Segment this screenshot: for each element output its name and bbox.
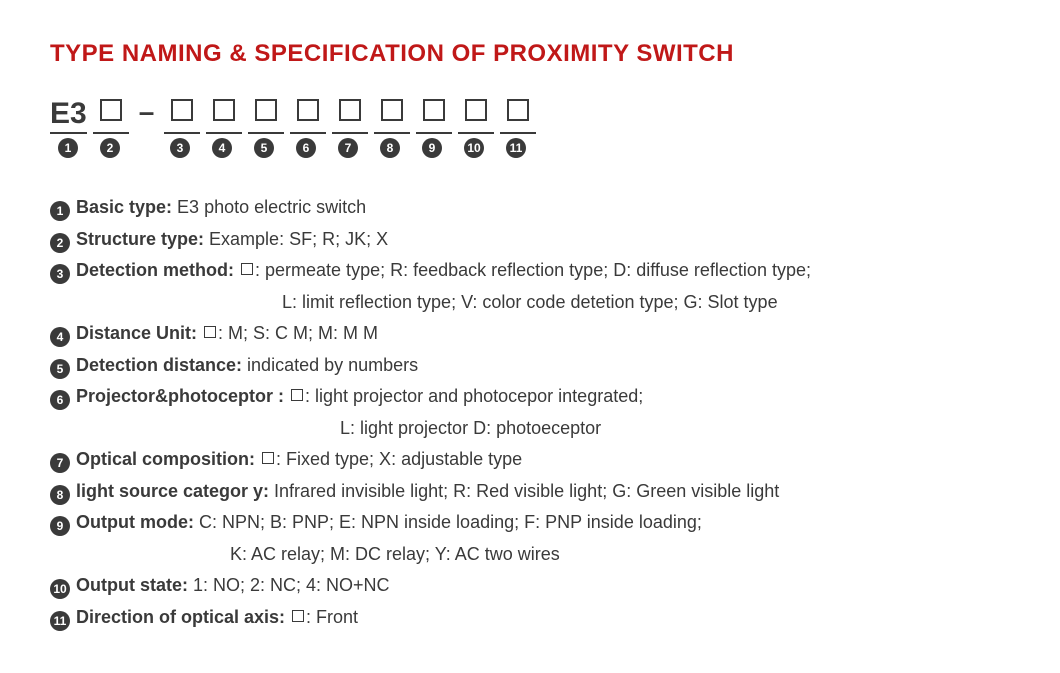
- spec-line: 1 Basic type: E3 photo electric switch: [50, 192, 1010, 224]
- code-box-6: [290, 97, 326, 134]
- square-icon: [241, 263, 253, 275]
- square-icon: [262, 452, 274, 464]
- spec-list: 1 Basic type: E3 photo electric switch 2 St…: [50, 192, 1010, 633]
- spec-badge: 10: [50, 579, 70, 599]
- num-badge: 5: [254, 138, 274, 158]
- spec-line: 5 Detection distance: indicated by number…: [50, 350, 1010, 382]
- spec-line: 7 Optical composition: : Fixed type; X: a…: [50, 444, 1010, 476]
- square-icon: [291, 389, 303, 401]
- num-cell-1: 1: [50, 138, 86, 158]
- spec-line: 4 Distance Unit: : M; S: C M; M: M M: [50, 318, 1010, 350]
- spec-badge: 11: [50, 611, 70, 631]
- square-icon: [204, 326, 216, 338]
- spec-text: : M; S: C M; M: M M: [218, 323, 378, 343]
- spec-badge: 9: [50, 516, 70, 536]
- code-box-3: [164, 97, 200, 134]
- spec-label: Output state:: [76, 575, 193, 595]
- code-box-11: [500, 97, 536, 134]
- num-cell-3: 3: [162, 138, 198, 158]
- spec-label: Output mode:: [76, 512, 199, 532]
- square-icon: [292, 610, 304, 622]
- spec-badge: 6: [50, 390, 70, 410]
- code-box-9: [416, 97, 452, 134]
- num-badge: 3: [170, 138, 190, 158]
- code-dash: –: [135, 96, 159, 134]
- spec-line: 2 Structure type: Example: SF; R; JK; X: [50, 224, 1010, 256]
- code-box-2: [93, 97, 129, 134]
- spec-line: 10 Output state: 1: NO; 2: NC; 4: NO+NC: [50, 570, 1010, 602]
- num-cell-5: 5: [246, 138, 282, 158]
- num-cell-7: 7: [330, 138, 366, 158]
- code-box-5: [248, 97, 284, 134]
- spec-text: : Fixed type; X: adjustable type: [276, 449, 522, 469]
- code-prefix: E3: [50, 97, 87, 134]
- spec-text: 1: NO; 2: NC; 4: NO+NC: [193, 575, 390, 595]
- num-badge: 9: [422, 138, 442, 158]
- num-badge: 11: [506, 138, 526, 158]
- code-row: E3 –: [50, 96, 1010, 134]
- spec-text: : permeate type; R: feedback reflection …: [255, 260, 811, 280]
- num-cell-10: 10: [456, 138, 492, 158]
- spec-line: 6 Projector&photoceptor : : light project…: [50, 381, 1010, 413]
- spec-label: Basic type:: [76, 197, 177, 217]
- num-cell-4: 4: [204, 138, 240, 158]
- spec-text: indicated by numbers: [247, 355, 418, 375]
- num-badge: 2: [100, 138, 120, 158]
- spec-label: Structure type:: [76, 229, 209, 249]
- spec-badge: 8: [50, 485, 70, 505]
- code-box-4: [206, 97, 242, 134]
- spec-text: E3 photo electric switch: [177, 197, 366, 217]
- spec-text: C: NPN; B: PNP; E: NPN inside loading; F…: [199, 512, 702, 532]
- number-row: 1 2 3 4 5 6 7 8 9 10 11: [50, 138, 1010, 158]
- num-cell-9: 9: [414, 138, 450, 158]
- spec-badge: 3: [50, 264, 70, 284]
- code-box-10: [458, 97, 494, 134]
- spec-badge: 7: [50, 453, 70, 473]
- spec-text: : light projector and photocepor integra…: [305, 386, 643, 406]
- spec-continuation: L: limit reflection type; V: color code …: [50, 287, 1010, 319]
- num-cell-11: 11: [498, 138, 534, 158]
- page-title: TYPE NAMING & SPECIFICATION OF PROXIMITY…: [50, 40, 1010, 68]
- num-cell-6: 6: [288, 138, 324, 158]
- spec-label: Detection distance:: [76, 355, 247, 375]
- code-box-7: [332, 97, 368, 134]
- spec-badge: 5: [50, 359, 70, 379]
- spec-label: Projector&photoceptor :: [76, 386, 289, 406]
- num-cell-2: 2: [92, 138, 128, 158]
- spec-text: Example: SF; R; JK; X: [209, 229, 388, 249]
- code-box-8: [374, 97, 410, 134]
- spec-label: Direction of optical axis:: [76, 607, 290, 627]
- spec-label: Optical composition:: [76, 449, 260, 469]
- spec-label: Distance Unit:: [76, 323, 202, 343]
- spec-text: Infrared invisible light; R: Red visible…: [274, 481, 779, 501]
- spec-badge: 4: [50, 327, 70, 347]
- spec-line: 8 light source categor y: Infrared invisi…: [50, 476, 1010, 508]
- spec-line: 9 Output mode: C: NPN; B: PNP; E: NPN ins…: [50, 507, 1010, 539]
- num-badge: 10: [464, 138, 484, 158]
- spec-line: 11 Direction of optical axis: : Front: [50, 602, 1010, 634]
- num-badge: 4: [212, 138, 232, 158]
- spec-continuation: L: light projector D: photoeceptor: [50, 413, 1010, 445]
- num-badge: 8: [380, 138, 400, 158]
- spec-badge: 2: [50, 233, 70, 253]
- spec-badge: 1: [50, 201, 70, 221]
- spec-line: 3 Detection method: : permeate type; R: f…: [50, 255, 1010, 287]
- num-badge: 7: [338, 138, 358, 158]
- spec-label: light source categor y:: [76, 481, 274, 501]
- num-badge: 1: [58, 138, 78, 158]
- num-badge: 6: [296, 138, 316, 158]
- spec-label: Detection method:: [76, 260, 239, 280]
- spec-continuation: K: AC relay; M: DC relay; Y: AC two wire…: [50, 539, 1010, 571]
- num-cell-8: 8: [372, 138, 408, 158]
- num-spacer: [134, 138, 156, 158]
- spec-text: : Front: [306, 607, 358, 627]
